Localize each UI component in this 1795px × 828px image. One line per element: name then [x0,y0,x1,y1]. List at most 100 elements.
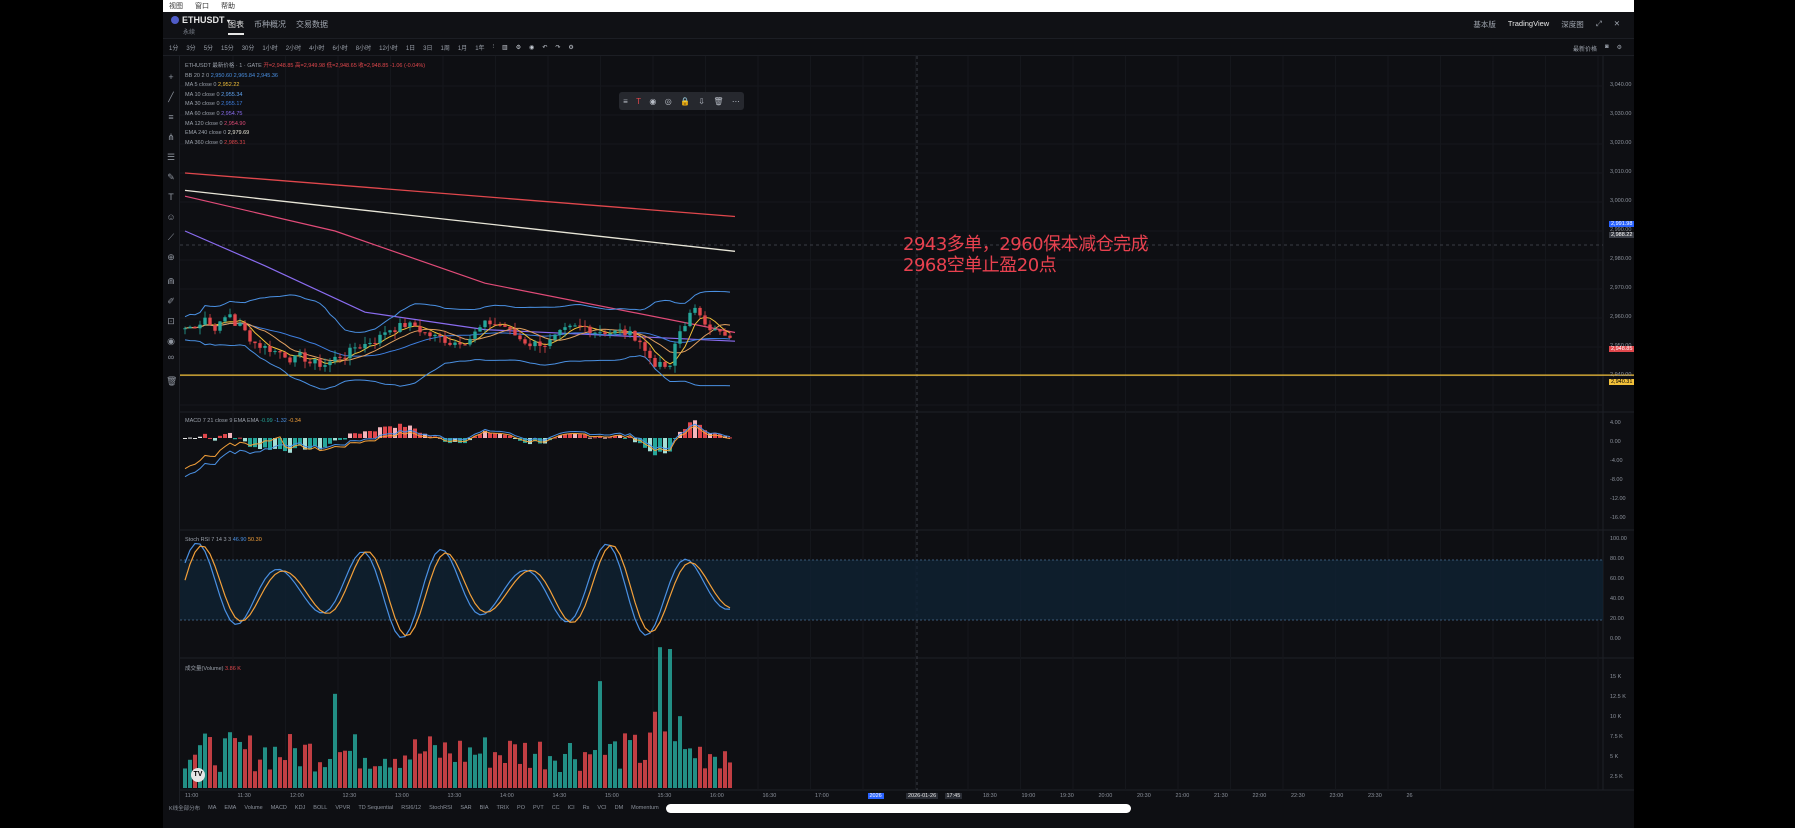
fib-icon[interactable]: ☰ [166,152,176,162]
interval-8h[interactable]: 8小时 [355,46,372,52]
interval-1d[interactable]: 1日 [405,46,416,52]
interval-1w[interactable]: 1周 [440,46,450,52]
trash-icon[interactable]: 🗑 [166,376,178,386]
legend-line[interactable]: BB 20 2 0 2,950.60 2,965.84 2,945.36 [185,72,425,82]
indicator-quick-item[interactable]: Rs [582,805,590,811]
smile-icon[interactable]: ☺ [166,212,176,222]
legend-line[interactable]: MA 120 close 0 2,954.90 [185,120,425,130]
settings-gear-icon[interactable]: ⚙ [1616,45,1622,51]
mode-depth[interactable]: 深度图 [1561,20,1584,29]
mode-basic[interactable]: 基本版 [1473,20,1496,29]
tab-overview[interactable]: 币种概况 [254,20,286,29]
drawbar-list-icon[interactable]: ≡ [623,96,628,106]
trend-line-icon[interactable]: ╱ [168,92,174,102]
drawbar-lock-icon[interactable]: 🔒 [680,96,690,106]
indicator-quick-item[interactable]: K线全部分布 [169,806,201,812]
fullscreen-icon[interactable]: ⤢ [1595,19,1602,28]
redo-icon[interactable]: ↷ [555,45,561,51]
candle-body [213,324,217,331]
lock-icon[interactable]: ⊡ [167,316,175,326]
os-menu-view[interactable]: 视图 [169,3,183,10]
interval-1h[interactable]: 1小时 [262,46,278,52]
indicators-icon[interactable]: ⫶ [492,44,495,50]
price-tag-label: 2,988.22 [1609,232,1635,239]
magnet-icon[interactable]: ⋒ [167,276,175,286]
indicator-quick-item[interactable]: TD Sequential [358,805,394,811]
chart-text-annotation[interactable]: 2943多单，2960保本减仓完成 2968空单止盈20点 [903,234,1149,276]
stay-drawing-icon[interactable]: ✐ [167,296,175,306]
volume-bar [528,767,532,788]
drawbar-more-icon[interactable]: ⋯ [731,96,740,106]
indicator-quick-item[interactable]: VPVR [335,805,351,811]
indicator-quick-item[interactable]: DM [614,805,624,811]
crosshair-icon[interactable]: + [168,72,174,82]
os-menu-help[interactable]: 帮助 [221,3,235,10]
indicator-quick-item[interactable]: PVT [533,805,544,811]
indicator-quick-item[interactable]: BOLL [313,805,328,811]
interval-6h[interactable]: 6小时 [332,46,348,52]
indicator-quick-item[interactable]: BIA [479,805,489,811]
zoom-icon[interactable]: ⊕ [167,252,175,262]
ruler-icon[interactable]: ⟋ [167,232,175,242]
drawbar-arrange-icon[interactable]: ⇩ [698,96,705,106]
drawbar-delete-icon[interactable]: 🗑 [713,96,724,106]
snapshot-icon[interactable]: ◙ [1604,44,1609,50]
settings-icon[interactable]: ⚙ [515,45,522,51]
fork-icon[interactable]: ⋔ [167,132,175,142]
symbol-selector[interactable]: ETHUSDT ▾ [171,15,230,25]
drawbar-text-color-icon[interactable]: T [636,96,642,106]
horizontal-scrollbar[interactable] [666,804,1131,813]
interval-12h[interactable]: 12小时 [379,46,398,52]
camera-icon[interactable]: ◉ [529,45,535,51]
interval-1y[interactable]: 1年 [475,46,485,52]
indicator-quick-item[interactable]: TRIX [496,805,510,811]
interval-3m[interactable]: 3分 [186,46,196,52]
price-source-select[interactable]: 最新价格 [1572,47,1597,53]
drawbar-settings-icon[interactable]: ◎ [664,96,672,106]
link-icon[interactable]: ∞ [167,352,175,362]
os-menu-window[interactable]: 窗口 [195,3,209,10]
indicator-quick-item[interactable]: MACD [270,805,287,811]
chart-type-icon[interactable]: ▥ [502,45,508,51]
legend-line[interactable]: EMA 240 close 0 2,979.69 [185,129,425,139]
interval-5m[interactable]: 5分 [203,46,214,52]
indicator-quick-item[interactable]: ICI [567,805,575,811]
drawbar-style-icon[interactable]: ◉ [649,96,657,106]
indicator-quick-item[interactable]: KDJ [294,805,306,811]
undo-icon[interactable]: ↶ [542,45,548,51]
interval-30m[interactable]: 30分 [241,46,255,52]
interval-3d[interactable]: 3日 [423,46,433,52]
close-icon[interactable]: ✕ [1613,19,1620,28]
indicator-quick-item[interactable]: EMA [224,805,237,811]
tab-chart[interactable]: 图表 [228,19,244,35]
indicator-quick-item[interactable]: PO [517,805,525,811]
mode-tradingview[interactable]: TradingView [1507,19,1550,28]
indicator-quick-item[interactable]: CC [551,805,560,811]
indicator-quick-item[interactable]: RSI6/12 [401,805,422,811]
indicator-quick-item[interactable]: VCI [597,805,607,811]
legend-line[interactable]: MA 5 close 0 2,952.22 [185,81,425,91]
tradingview-logo[interactable]: TV [191,768,205,782]
indicator-quick-item[interactable]: MA [208,805,217,811]
legend-line[interactable]: MA 10 close 0 2,955.34 [185,91,425,101]
eye-icon[interactable]: ◉ [167,336,175,346]
gear-icon[interactable]: ⚙ [568,45,574,51]
indicator-quick-item[interactable]: StochRSI [429,805,453,811]
volume-bar [328,758,332,788]
chart-canvas[interactable] [163,0,1634,828]
interval-1m[interactable]: 1分 [169,46,179,52]
legend-line[interactable]: MA 30 close 0 2,955.17 [185,100,425,110]
text-icon[interactable]: T [168,192,174,202]
brush-icon[interactable]: ✎ [167,172,175,182]
indicator-quick-item[interactable]: SAR [460,805,472,811]
indicator-quick-item[interactable]: Volume [244,805,263,811]
horizontal-lines-icon[interactable]: ≡ [168,112,174,122]
legend-line[interactable]: MA 360 close 0 2,985.31 [185,139,425,149]
indicator-quick-item[interactable]: Momentum [631,805,659,811]
tab-trade-data[interactable]: 交易数据 [296,20,328,29]
interval-1mo[interactable]: 1月 [457,46,468,52]
interval-15m[interactable]: 15分 [221,46,234,52]
legend-line[interactable]: MA 60 close 0 2,954.75 [185,110,425,120]
interval-2h[interactable]: 2小时 [285,46,302,52]
interval-4h[interactable]: 4小时 [309,46,325,52]
